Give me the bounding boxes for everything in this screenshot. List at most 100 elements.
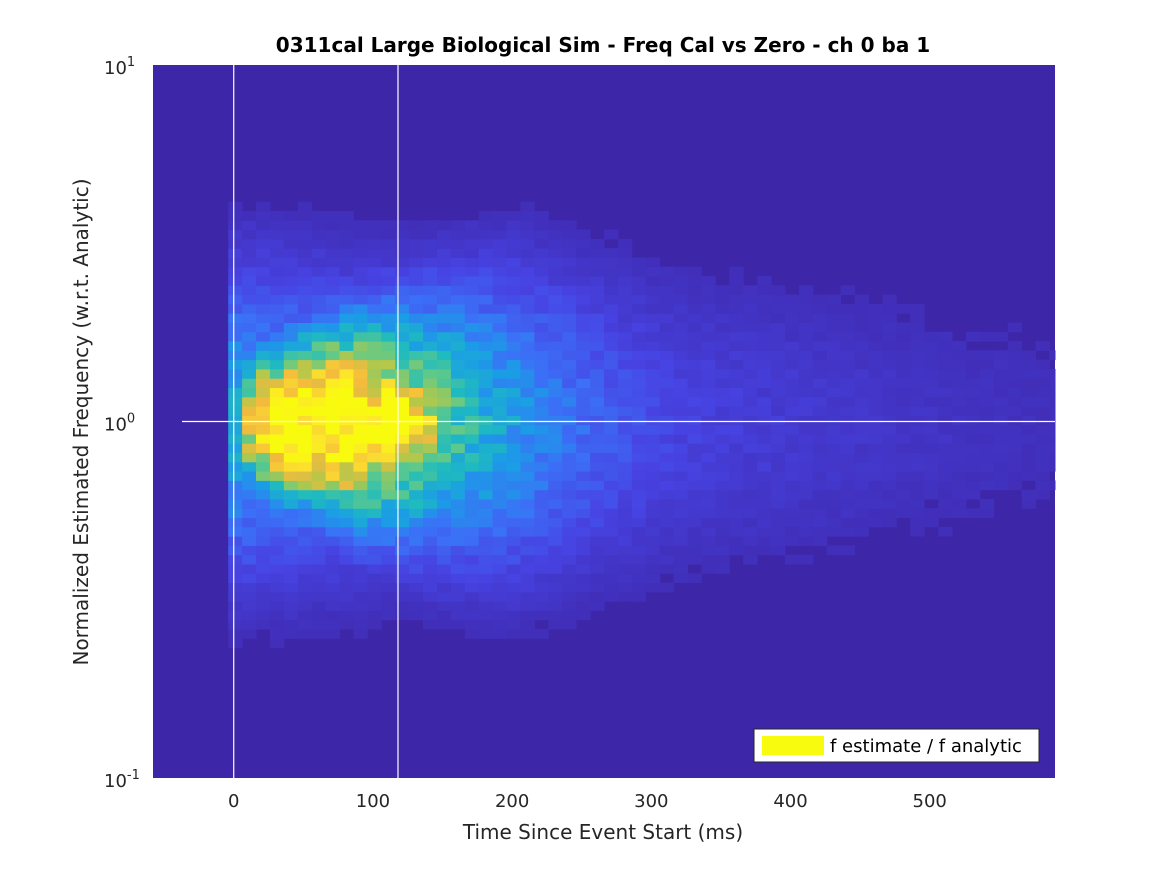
heatmap-cell [757,480,772,491]
heatmap-cell [283,536,299,546]
heatmap-cell [478,341,494,351]
heatmap-cell [673,368,688,379]
heatmap-cell [395,387,410,398]
heatmap-cell [242,257,257,268]
heatmap-cell [548,564,563,574]
heatmap-cell [604,461,619,472]
heatmap-cell [228,276,243,286]
heatmap-cell [353,359,368,370]
heatmap-cell [367,396,382,407]
heatmap-cell [228,489,243,500]
heatmap-cell [785,415,800,426]
heatmap-cell [256,248,271,258]
heatmap-cell [771,368,786,379]
heatmap-cell [395,499,410,509]
heatmap-cell [631,285,647,296]
heatmap-cell [645,341,661,351]
heatmap-cell [339,480,354,491]
heatmap-cell [423,229,438,240]
heatmap-cell [1007,443,1023,453]
heatmap-cell [687,536,702,546]
heatmap-cell [868,433,883,444]
heatmap-cell [520,508,535,519]
heatmap-cell [868,350,883,361]
heatmap-cell [715,433,730,444]
heatmap-cell [367,591,382,602]
heatmap-cell [353,248,368,258]
heatmap-cell [673,303,688,314]
heatmap-cell [729,489,744,500]
heatmap-cell [492,564,507,574]
heatmap-cell [269,294,285,305]
heatmap-cell [283,341,299,351]
heatmap-cell [576,248,591,258]
heatmap-cell [256,461,271,472]
heatmap-cell [590,499,605,509]
heatmap-cell [283,564,299,574]
heatmap-cell [395,396,410,407]
heatmap-cell [687,489,702,500]
heatmap-cell [673,396,688,407]
heatmap-cell [506,471,521,481]
heatmap-cell [715,545,730,556]
heatmap-cell [395,433,410,444]
heatmap-cell [785,368,800,379]
heatmap-cell [1035,461,1050,472]
heatmap-cell [785,554,800,565]
heatmap-cell [325,526,340,537]
heatmap-cell [631,545,647,556]
heatmap-cell [506,461,521,472]
heatmap-cell [548,610,563,621]
heatmap-cell [840,545,855,556]
heatmap-cell [854,480,869,491]
heatmap-cell [965,424,981,435]
heatmap-cell [478,350,494,361]
heatmap-cell [826,415,842,426]
heatmap-cell [269,461,285,472]
heatmap-cell [228,480,243,491]
heatmap-cell [896,378,911,388]
heatmap-cell [269,629,285,639]
heatmap-cell [242,415,257,426]
heatmap-cell [910,303,925,314]
heatmap-cell [743,554,758,565]
heatmap-cell [353,582,368,593]
heatmap-cell [339,350,354,361]
heatmap-cell [506,238,521,249]
heatmap-cell [311,359,327,370]
heatmap-cell [590,331,605,342]
heatmap-cell [938,387,953,398]
heatmap-cell [701,396,716,407]
heatmap-cell [450,517,466,528]
heatmap-cell [339,276,354,286]
heatmap-cell [339,508,354,519]
heatmap-cell [882,508,897,519]
heatmap-cell [228,433,243,444]
heatmap-cell [464,601,480,611]
heatmap-cell [854,443,869,453]
heatmap-cell [604,452,619,463]
heatmap-cell [534,276,549,286]
heatmap-cell [464,406,480,416]
heatmap-cell [395,508,410,519]
heatmap-cell [715,536,730,546]
heatmap-cell [492,211,507,221]
heatmap-cell [715,489,730,500]
heatmap-cell [993,424,1009,435]
heatmap-cell [409,601,424,611]
heatmap-cell [590,387,605,398]
heatmap-cell [228,610,243,621]
heatmap-cell [242,331,257,342]
heatmap-cell [854,396,869,407]
heatmap-cell [506,424,521,435]
heatmap-cell [701,536,716,546]
heatmap-cell [548,276,563,286]
heatmap-cell [910,499,925,509]
heatmap-cell [896,452,911,463]
heatmap-cell [242,424,257,435]
heatmap-cell [242,276,257,286]
heatmap-cell [283,489,299,500]
heatmap-cell [409,313,424,323]
heatmap-cell [464,313,480,323]
heatmap-cell [492,433,507,444]
